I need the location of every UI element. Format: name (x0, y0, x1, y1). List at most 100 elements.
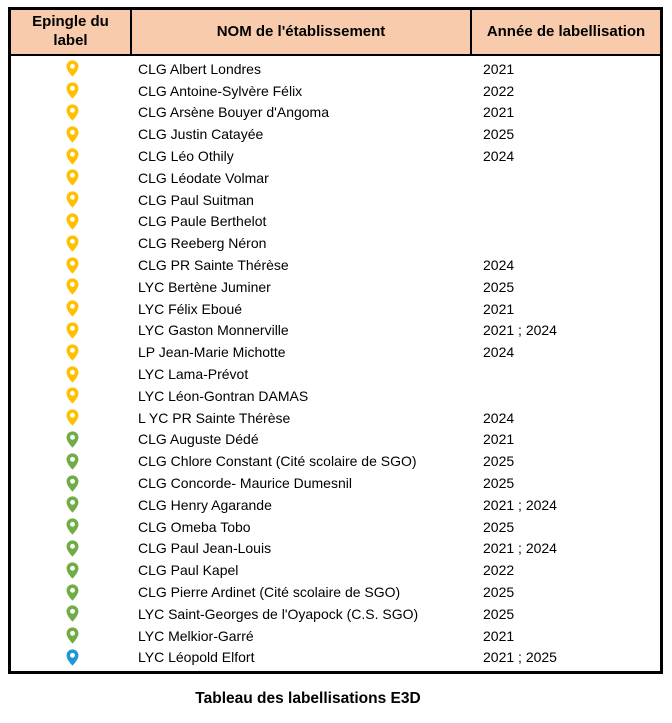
table-row: LYC Melkior-Garré 2021 (11, 625, 660, 647)
map-pin-icon (66, 60, 79, 78)
map-pin-icon (66, 627, 79, 644)
pin-cell (11, 605, 134, 622)
header-year-column: Année de labellisation (486, 22, 646, 40)
table-row: CLG Paul Suitman (11, 189, 660, 211)
table-row: CLG Henry Agarande 2021 ; 2024 (11, 494, 660, 516)
pin-cell (11, 540, 134, 557)
map-pin-icon (66, 235, 79, 252)
map-pin-icon (66, 540, 79, 557)
label-year: 2024 (483, 344, 515, 361)
pin-cell (11, 562, 134, 579)
label-year: 2025 (483, 605, 515, 622)
table-row: CLG Paule Berthelot (11, 211, 660, 233)
table-row: CLG Albert Londres 2021 (11, 58, 660, 80)
pin-cell (11, 365, 134, 383)
map-pin-icon (66, 278, 79, 295)
table-row: LP Jean-Marie Michotte 2024 (11, 341, 660, 363)
table-row: LYC Lama-Prévot (11, 363, 660, 385)
establishment-name: LYC Félix Eboué (138, 300, 243, 317)
label-year: 2021 (483, 431, 515, 448)
map-pin-icon (66, 409, 79, 426)
pin-cell (11, 453, 134, 470)
map-pin-icon (66, 649, 79, 666)
pin-cell (11, 278, 134, 295)
establishment-name: CLG Pierre Ardinet (Cité scolaire de SGO… (138, 584, 401, 601)
pin-cell (11, 256, 134, 274)
table-row: CLG Arsène Bouyer d'Angoma 2021 (11, 102, 660, 124)
establishment-name: CLG Paul Suitman (138, 191, 254, 208)
establishment-name: CLG Henry Agarande (138, 496, 272, 513)
pin-cell (11, 583, 134, 601)
label-year: 2025 (483, 518, 515, 535)
label-year: 2024 (483, 148, 515, 165)
table-row: CLG Paul Kapel 2022 (11, 559, 660, 581)
label-year: 2025 (483, 453, 515, 470)
pin-cell (11, 60, 134, 78)
pin-cell (11, 126, 134, 143)
label-year: 2025 (483, 475, 515, 492)
table-row: CLG Antoine-Sylvère Félix 2022 (11, 80, 660, 102)
table-row: CLG Chlore Constant (Cité scolaire de SG… (11, 450, 660, 472)
map-pin-icon (66, 474, 79, 492)
label-year: 2022 (483, 82, 515, 99)
pin-cell (11, 322, 134, 339)
label-year: 2021 ; 2024 (483, 540, 557, 557)
table-row: CLG Omeba Tobo 2025 (11, 516, 660, 538)
table-row: LYC Léopold Elfort 2021 ; 2025 (11, 647, 660, 669)
establishment-name: L YC PR Sainte Thérèse (138, 409, 291, 426)
establishment-name: CLG Omeba Tobo (138, 518, 251, 535)
pin-cell (11, 213, 134, 230)
map-pin-icon (66, 562, 79, 579)
label-year: 2021 (483, 104, 515, 121)
map-pin-icon (66, 191, 79, 208)
table-row: CLG Léodate Volmar (11, 167, 660, 189)
label-year: 2021 (483, 60, 515, 77)
pin-cell (11, 147, 134, 165)
establishment-name: LYC Melkior-Garré (138, 627, 254, 644)
map-pin-icon (66, 605, 79, 622)
establishment-name: CLG Paul Jean-Louis (138, 540, 272, 557)
label-year: 2024 (483, 409, 515, 426)
pin-cell (11, 474, 134, 492)
map-pin-icon (66, 104, 79, 121)
pin-cell (11, 169, 134, 186)
map-pin-icon (66, 453, 79, 470)
table-row: CLG Justin Catayée 2025 (11, 123, 660, 145)
establishment-name: CLG PR Sainte Thérèse (138, 257, 289, 274)
establishment-name: CLG Arsène Bouyer d'Angoma (138, 104, 330, 121)
table-row: LYC Léon-Gontran DAMAS (11, 385, 660, 407)
label-year: 2021 (483, 627, 515, 644)
map-pin-icon (66, 518, 79, 535)
map-pin-icon (66, 126, 79, 143)
map-pin-icon (66, 82, 79, 99)
table-header-row: Epingle du label NOM de l'établissement … (11, 10, 660, 56)
pin-cell (11, 518, 134, 535)
map-pin-icon (66, 213, 79, 230)
table-row: CLG Reeberg Néron (11, 232, 660, 254)
establishment-name: CLG Albert Londres (138, 60, 261, 77)
establishment-name: LYC Bertène Juminer (138, 278, 271, 295)
map-pin-icon (66, 300, 79, 317)
table-caption: Tableau des labellisations E3D (195, 690, 421, 707)
establishment-name: LYC Gaston Monnerville (138, 322, 289, 339)
establishment-name: CLG Auguste Dédé (138, 431, 259, 448)
table-row: CLG Concorde- Maurice Dumesnil 2025 (11, 472, 660, 494)
table-row: CLG Paul Jean-Louis 2021 ; 2024 (11, 538, 660, 560)
establishment-name: LP Jean-Marie Michotte (138, 344, 286, 361)
label-year: 2021 ; 2024 (483, 322, 557, 339)
label-year: 2022 (483, 562, 515, 579)
header-name-column: NOM de l'établissement (132, 10, 472, 54)
establishment-name: CLG Reeberg Néron (138, 235, 267, 252)
table-row: LYC Félix Eboué 2021 (11, 298, 660, 320)
establishment-name: LYC Saint-Georges de l'Oyapock (C.S. SGO… (138, 605, 419, 622)
label-year: 2021 (483, 300, 515, 317)
table-row: CLG PR Sainte Thérèse 2024 (11, 254, 660, 276)
establishment-name: CLG Paul Kapel (138, 562, 239, 579)
map-pin-icon (66, 496, 79, 513)
label-year: 2021 ; 2025 (483, 649, 557, 666)
pin-cell (11, 104, 134, 121)
pin-cell (11, 649, 134, 666)
establishment-name: LYC Léon-Gontran DAMAS (138, 387, 309, 404)
map-pin-icon (66, 387, 79, 404)
label-year: 2024 (483, 257, 515, 274)
